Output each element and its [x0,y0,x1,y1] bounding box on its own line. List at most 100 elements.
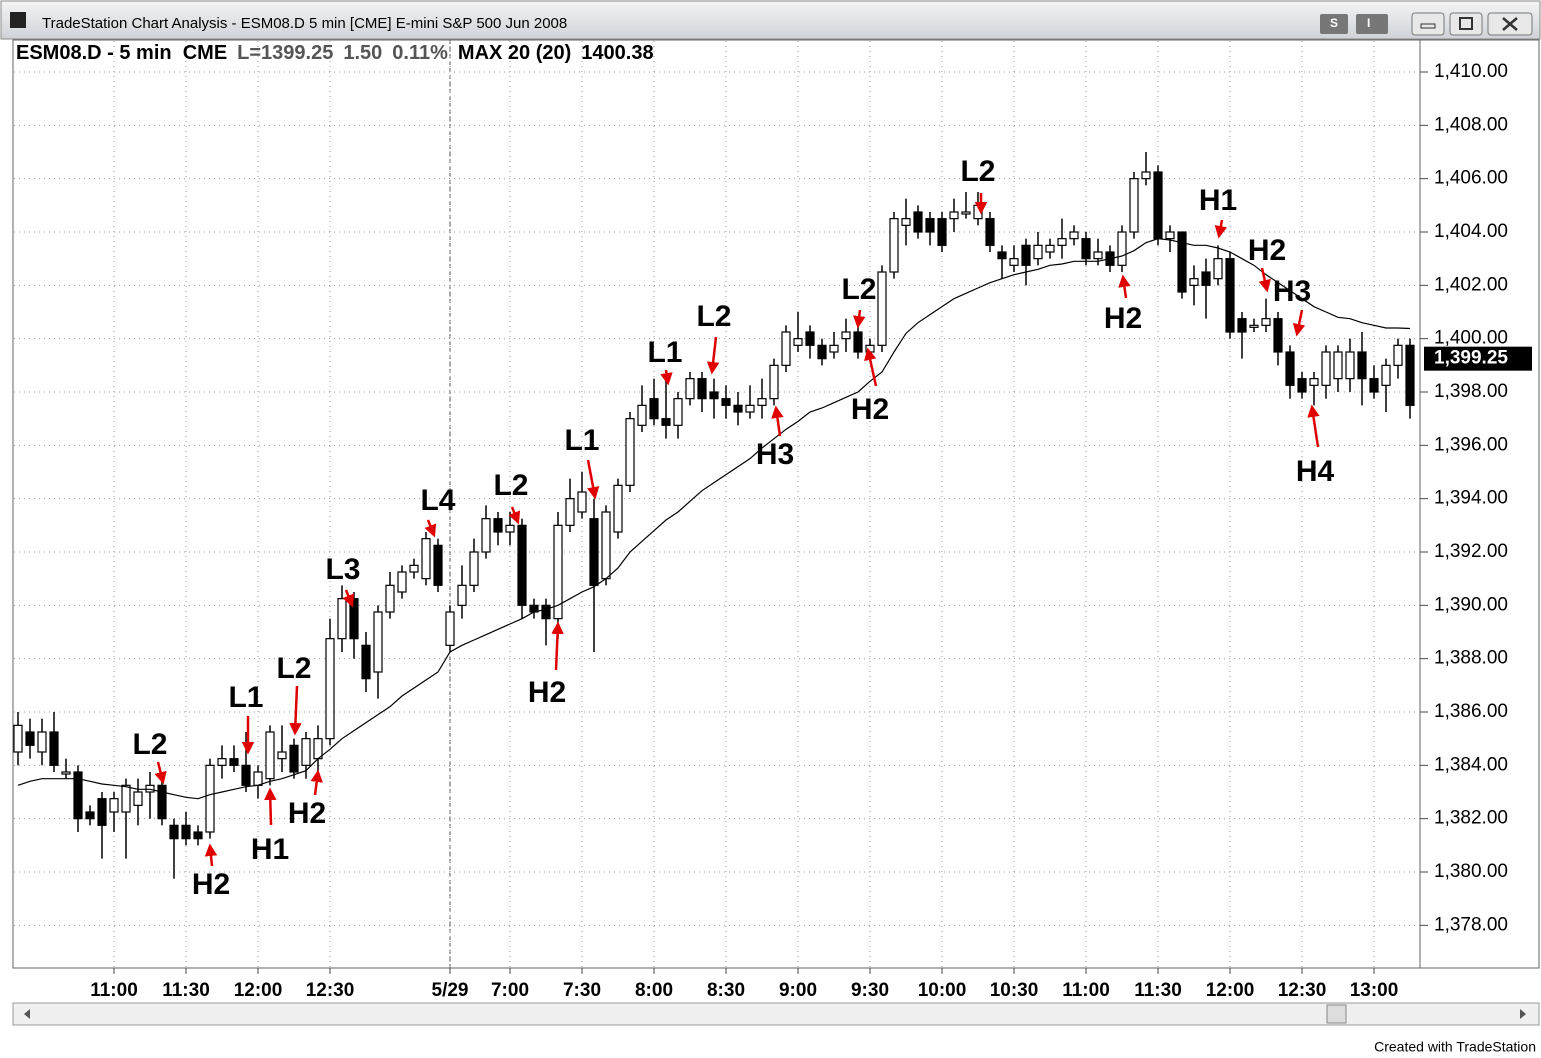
scrollbar[interactable] [12,1002,1540,1026]
candle-body [901,218,911,226]
y-tick-label: 1,386.00 [1434,701,1508,722]
candle-body [1141,171,1151,180]
candle-body [325,638,335,740]
annotation-label: L1 [647,336,682,369]
candle-body [1285,351,1295,386]
candle-body [745,404,755,413]
y-tick-label: 1,408.00 [1434,114,1508,135]
candle-body [1261,318,1271,326]
x-tick-label: 8:30 [707,980,745,1001]
scroll-left[interactable] [24,1009,30,1019]
maximize-button[interactable] [1449,12,1483,36]
candle-body [1045,244,1055,253]
annotation-arrow [1214,219,1227,239]
y-tick-label: 1,378.00 [1434,914,1508,935]
candle-body [1129,178,1139,233]
annotation-arrow [310,769,323,796]
candle-body [1081,238,1091,260]
y-tick-label: 1,392.00 [1434,541,1508,562]
chart-header: ESM08.D - 5 min CME L=1399.25 1.50 0.11% MAX… [16,42,664,65]
maximize-icon [1459,17,1473,30]
candle-body [1297,378,1307,393]
last-price-label: 1,399.25 [1434,348,1508,369]
x-tick-label: 9:30 [851,980,889,1001]
candle-body [229,758,239,766]
candle-body [553,524,563,620]
candle-body [757,398,767,406]
candle-body [505,524,515,533]
annotation-label: L2 [960,155,995,188]
annotation-label: H3 [756,438,794,471]
candle-body [709,391,719,400]
close-icon [1502,17,1518,31]
x-tick-label: 10:00 [918,980,967,1001]
candle-body [853,331,863,353]
candle-body [1393,344,1403,366]
x-tick-label: 8:00 [635,980,673,1001]
annotation-arrow [264,787,277,826]
x-tick-label: 9:00 [779,980,817,1001]
candle-body [517,524,527,606]
candle-body [913,211,923,233]
y-tick-label: 1,398.00 [1434,381,1508,402]
candle-body [541,604,551,620]
candle-body [673,398,683,426]
y-tick-label: 1,394.00 [1434,488,1508,509]
candle-body [61,771,71,775]
indicator-name: MAX 20 (20) [457,42,572,64]
annotation-arrow [1292,309,1306,337]
annotation-label: L1 [564,424,599,457]
candle-body [1057,238,1067,246]
menu-button[interactable] [1356,14,1388,34]
y-tick-label: 1,396.00 [1434,434,1508,455]
candle-body [781,331,791,366]
candle-body [985,218,995,246]
candle-body [241,764,251,786]
annotation-label: H3 [1273,275,1311,308]
menu-button-label[interactable]: S [1330,16,1338,30]
candle-body [661,418,671,426]
candle-body [409,564,419,573]
annotation-arrow [508,506,521,525]
annotation-label: L2 [276,652,311,685]
x-tick-label: 12:00 [234,980,283,1001]
candle-body [1345,351,1355,380]
menu-button-label[interactable]: I [1367,16,1370,30]
candle-body [1009,258,1019,266]
annotation-label: H4 [1296,455,1335,488]
scroll-right[interactable] [1520,1009,1526,1019]
annotation-label: H2 [192,868,230,901]
candle-body [337,598,347,640]
candle-body [565,498,575,526]
y-tick-label: 1,390.00 [1434,594,1508,615]
title-bar [0,0,1541,40]
annotation-arrow [1258,267,1271,293]
candle-body [193,831,203,840]
candle-body [13,724,23,753]
moving-average [17,238,1411,800]
candle-body [493,518,503,533]
candle-body [577,491,587,513]
annotation-label: H2 [851,393,889,426]
x-tick-label: 12:30 [1278,980,1327,1001]
annotation-arrow [551,621,564,671]
candle-body [1333,351,1343,380]
candle-body [637,404,647,426]
menu-button[interactable] [1320,14,1348,34]
candle-body [145,784,155,793]
candle-body [265,731,275,780]
scroll-thumb[interactable] [1326,1004,1347,1024]
candle-body [1309,378,1319,386]
annotation-label: L2 [696,300,731,333]
candle-body [37,731,47,753]
annotation-arrow [706,336,720,375]
candle-body [433,544,443,586]
candle-body [1177,231,1187,293]
candle-body [817,344,827,360]
x-tick-label: 11:00 [90,980,138,1001]
x-tick-label: 5/29 [432,980,469,1001]
candle-body [721,398,731,406]
candle-body [289,744,299,773]
y-tick-label: 1,406.00 [1434,168,1508,189]
